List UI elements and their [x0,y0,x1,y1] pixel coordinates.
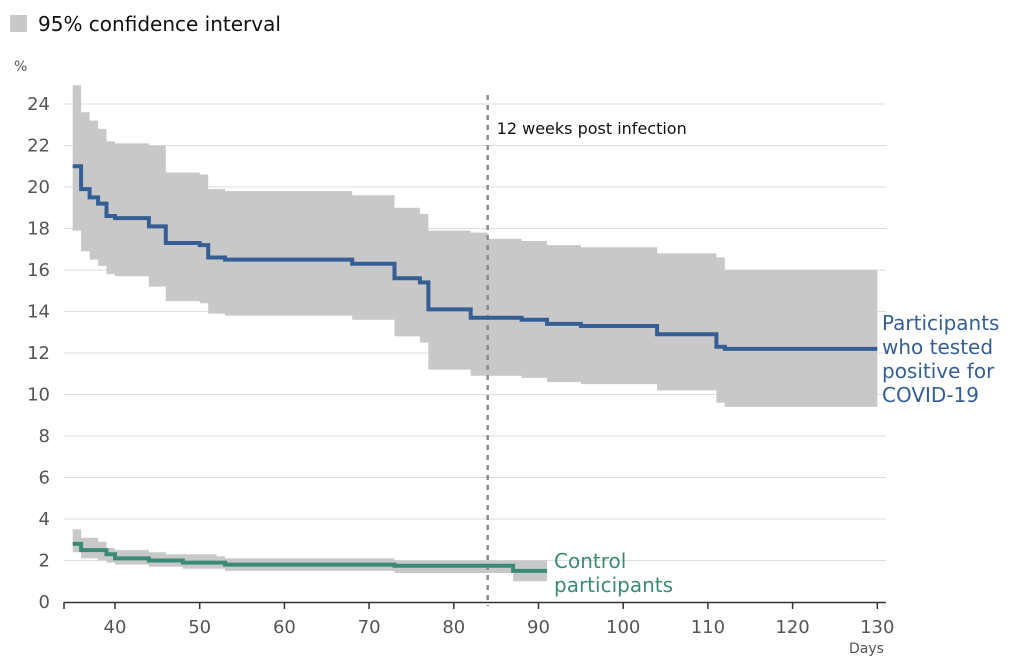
annotations: 12 weeks post infection [486,95,687,606]
axes [63,601,886,609]
series-label-0-line-2: positive for [882,359,995,383]
x-tick-label-60: 60 [273,617,296,638]
series-line-0 [72,164,878,351]
y-tick-label-4: 4 [39,509,50,530]
y-tick-label-24: 24 [27,94,50,115]
x-tick-label-80: 80 [442,617,465,638]
legend: 95% confidence interval [10,12,281,36]
y-tick-label-2: 2 [39,551,50,572]
x-tick-label-100: 100 [606,617,640,638]
series-label-0-line-3: COVID-19 [882,383,979,407]
x-tick-label-70: 70 [358,617,381,638]
ci-band-1 [72,529,547,582]
y-tick-label-20: 20 [27,177,50,198]
series-label-1-line-0: Control [554,549,626,573]
x-tick-label-90: 90 [527,617,550,638]
y-tick-label-22: 22 [27,136,50,157]
series-label-1: Control participants [554,549,673,597]
y-tick-label-6: 6 [39,468,50,489]
x-axis-title: Days [849,641,884,657]
x-tick-label-110: 110 [691,617,725,638]
x-tick-label-50: 50 [188,617,211,638]
y-axis-title: % [14,59,27,75]
y-tick-label-12: 12 [27,343,50,364]
legend-swatch-ci [10,15,27,32]
y-tick-label-14: 14 [27,302,50,323]
x-tick-label-120: 120 [775,617,809,638]
y-tick-label-16: 16 [27,260,50,281]
y-tick-label-0: 0 [39,592,50,613]
series-label-0-line-1: who tested [882,335,993,359]
ci-band-0 [72,85,878,407]
confidence-bands [72,85,878,582]
series-label-0-line-0: Participants [882,311,999,335]
y-tick-label-18: 18 [27,219,50,240]
series-lines [72,164,878,573]
series-label-1-line-1: participants [554,573,673,597]
series-labels: Participants who tested positive for COVID-… [554,311,999,597]
x-tick-label-40: 40 [104,617,127,638]
series-line-1 [72,541,547,573]
y-tick-label-8: 8 [39,426,50,447]
series-label-0: Participants who tested positive for COVID-… [882,311,999,407]
x-tick-label-130: 130 [860,617,894,638]
legend-label-ci: 95% confidence interval [38,12,281,36]
annotation-text-0: 12 weeks post infection [497,119,687,138]
y-tick-label-10: 10 [27,385,50,406]
